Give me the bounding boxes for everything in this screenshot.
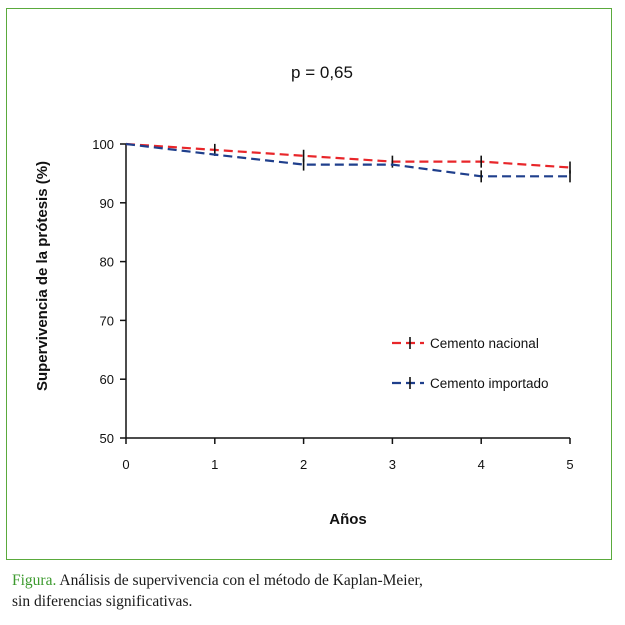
y-tick-label: 100 — [92, 137, 114, 152]
y-tick-label: 90 — [100, 196, 114, 211]
survival-chart: p = 0,65 Supervivencia de la prótesis (%… — [34, 63, 574, 528]
caption-label: Figura. — [12, 572, 57, 589]
figure-caption: Figura. Análisis de supervivencia con el… — [12, 570, 612, 612]
y-axis-label: Supervivencia de la prótesis (%) — [34, 161, 51, 391]
y-tick-label: 80 — [100, 255, 114, 270]
legend-label: Cemento importado — [430, 376, 549, 391]
series-lines — [125, 142, 571, 183]
figure-frame — [6, 8, 612, 560]
x-axis-label: Años — [329, 511, 367, 528]
legend-label: Cemento nacional — [430, 336, 539, 351]
x-tick-label: 4 — [478, 457, 485, 472]
axes: 50 60 70 80 90 100 0 1 2 3 4 5 — [92, 137, 573, 472]
caption-line-2: sin diferencias significativas. — [12, 593, 193, 610]
caption-line-1: Análisis de supervivencia con el método … — [59, 572, 423, 589]
legend: Cemento nacional Cemento importado — [392, 336, 549, 391]
series-line-cemento-importado — [125, 142, 570, 178]
y-tick-label: 50 — [100, 431, 114, 446]
series-line-cemento-nacional — [125, 142, 571, 169]
x-tick-label: 3 — [389, 457, 396, 472]
x-tick-label: 0 — [122, 457, 129, 472]
x-tick-label: 1 — [211, 457, 218, 472]
p-value-annotation: p = 0,65 — [291, 63, 353, 82]
y-tick-label: 70 — [100, 313, 114, 328]
x-tick-label: 5 — [566, 457, 573, 472]
x-tick-label: 2 — [300, 457, 307, 472]
y-tick-label: 60 — [100, 372, 114, 387]
